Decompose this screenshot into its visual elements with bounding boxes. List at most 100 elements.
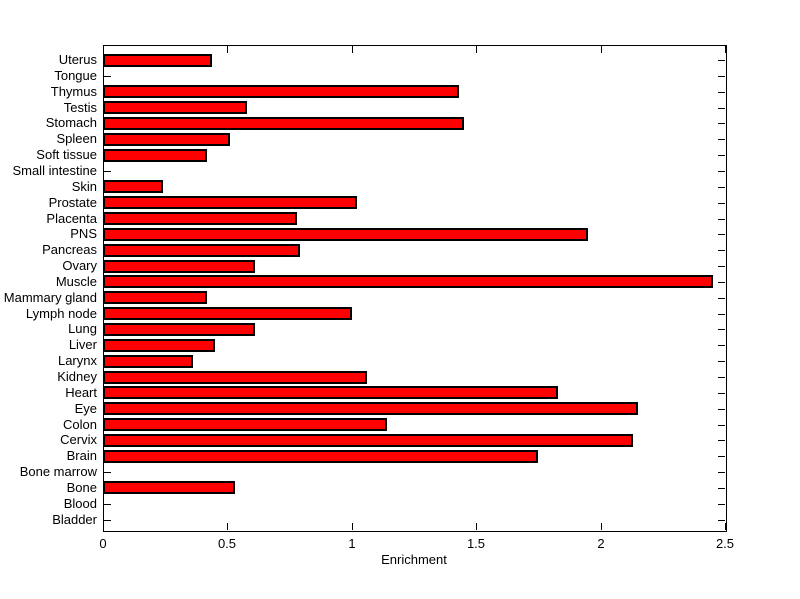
y-tick-right <box>718 488 725 489</box>
x-tick-top <box>601 46 602 53</box>
bar <box>103 228 588 241</box>
bar <box>103 434 633 447</box>
x-tick-label: 1.5 <box>466 536 486 551</box>
x-tick-bottom <box>227 523 228 530</box>
bar <box>103 117 464 130</box>
y-axis-label: Testis <box>63 100 97 115</box>
y-axis-label: Placenta <box>46 211 97 226</box>
y-axis-label: Blood <box>63 496 97 511</box>
bar <box>103 196 357 209</box>
x-tick-bottom <box>103 523 104 530</box>
bar <box>103 355 193 368</box>
plot-area <box>103 45 727 532</box>
bar <box>103 149 207 162</box>
y-tick-right <box>718 298 725 299</box>
y-tick-right <box>718 393 725 394</box>
y-axis-label: Ovary <box>62 258 97 273</box>
y-axis-label: Brain <box>66 448 97 463</box>
x-tick-bottom <box>725 523 726 530</box>
y-axis-label: Stomach <box>45 115 97 130</box>
y-axis-label: Small intestine <box>12 163 97 178</box>
y-axis-label: Bone marrow <box>19 464 97 479</box>
y-tick-left <box>104 520 111 521</box>
y-tick-left <box>104 76 111 77</box>
bar <box>103 386 558 399</box>
y-tick-right <box>718 203 725 204</box>
y-tick-right <box>718 504 725 505</box>
y-tick-right <box>718 345 725 346</box>
y-tick-right <box>718 219 725 220</box>
y-tick-right <box>718 314 725 315</box>
bar <box>103 101 247 114</box>
y-tick-right <box>718 234 725 235</box>
bar <box>103 481 235 494</box>
y-axis-label: Pancreas <box>42 242 97 257</box>
bar <box>103 450 538 463</box>
y-tick-right <box>718 377 725 378</box>
bar <box>103 307 352 320</box>
y-axis-label: Thymus <box>50 84 97 99</box>
bar <box>103 54 212 67</box>
y-tick-right <box>718 139 725 140</box>
x-tick-bottom <box>352 523 353 530</box>
y-tick-right <box>718 425 725 426</box>
y-axis-label: Tongue <box>54 68 97 83</box>
y-axis-label: Eye <box>74 401 97 416</box>
y-tick-right <box>718 329 725 330</box>
bar <box>103 339 215 352</box>
y-tick-right <box>718 171 725 172</box>
x-tick-top <box>103 46 104 53</box>
y-axis-label: Larynx <box>57 353 97 368</box>
x-tick-bottom <box>601 523 602 530</box>
x-tick-label: 0 <box>99 536 107 551</box>
y-tick-right <box>718 60 725 61</box>
y-axis-label: Mammary gland <box>3 290 97 305</box>
y-axis-label: Liver <box>68 337 97 352</box>
y-tick-left <box>104 504 111 505</box>
y-axis-label: Muscle <box>55 274 97 289</box>
y-axis-label: Prostate <box>48 195 97 210</box>
x-tick-top <box>352 46 353 53</box>
y-tick-right <box>718 440 725 441</box>
y-tick-right <box>718 123 725 124</box>
y-tick-right <box>718 250 725 251</box>
y-tick-right <box>718 361 725 362</box>
y-tick-left <box>104 171 111 172</box>
y-tick-right <box>718 108 725 109</box>
x-tick-top <box>725 46 726 53</box>
y-tick-right <box>718 456 725 457</box>
y-axis-label: Spleen <box>56 131 97 146</box>
x-tick-label: 2.5 <box>715 536 735 551</box>
x-tick-top <box>476 46 477 53</box>
y-axis-label: Colon <box>63 417 97 432</box>
bar <box>103 418 387 431</box>
y-axis-label: Soft tissue <box>36 147 97 162</box>
y-tick-right <box>718 92 725 93</box>
y-tick-right <box>718 155 725 156</box>
y-tick-right <box>718 472 725 473</box>
bar <box>103 85 459 98</box>
y-tick-right <box>718 187 725 188</box>
y-axis-label: PNS <box>70 226 97 241</box>
y-axis-label: Kidney <box>57 369 97 384</box>
y-axis-label: Bladder <box>52 512 97 527</box>
x-tick-label: 0.5 <box>217 536 237 551</box>
bar <box>103 402 638 415</box>
y-axis-label: Lung <box>68 321 97 336</box>
y-axis-label: Lymph node <box>25 306 97 321</box>
bar <box>103 260 255 273</box>
y-tick-right <box>718 409 725 410</box>
y-tick-left <box>104 472 111 473</box>
y-axis-label: Skin <box>71 179 97 194</box>
bar <box>103 244 300 257</box>
x-tick-label: 1 <box>348 536 356 551</box>
bar <box>103 133 230 146</box>
bar <box>103 323 255 336</box>
x-axis-label: Enrichment <box>381 552 447 567</box>
y-tick-right <box>718 282 725 283</box>
y-tick-right <box>718 266 725 267</box>
bar <box>103 275 713 288</box>
y-axis-label: Uterus <box>58 52 97 67</box>
x-tick-top <box>227 46 228 53</box>
x-tick-label: 2 <box>597 536 605 551</box>
